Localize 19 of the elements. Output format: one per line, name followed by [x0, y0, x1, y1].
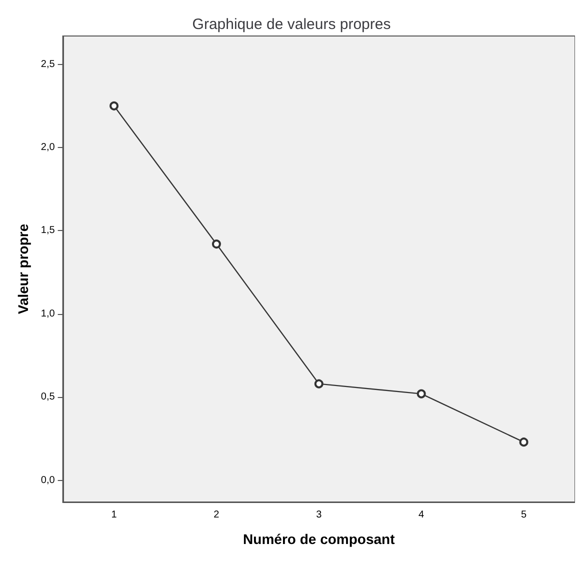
point [110, 101, 119, 110]
x-axis-title: Numéro de composant [243, 531, 396, 547]
y-axis-title: Valeur propre [15, 224, 31, 314]
y-tick-label: 2,5 [40, 58, 56, 70]
y-tick-label: 1,5 [40, 225, 56, 236]
y-tick-label: 1,0 [40, 308, 56, 320]
point [314, 379, 324, 388]
y-tick-label: 0,5 [40, 392, 56, 403]
x-tick-label: 1 [111, 510, 118, 520]
point [416, 389, 426, 398]
x-tick-label: 4 [418, 510, 425, 520]
y-tick-label: 2,0 [40, 142, 56, 154]
y-tick-label: 0,0 [40, 474, 56, 486]
x-tick-label: 3 [316, 510, 322, 520]
chart-title: Graphique de valeurs propres [192, 16, 391, 33]
x-tick-label: 5 [521, 510, 527, 520]
point [519, 438, 528, 447]
point [212, 240, 221, 249]
x-tick-label: 2 [214, 510, 220, 520]
